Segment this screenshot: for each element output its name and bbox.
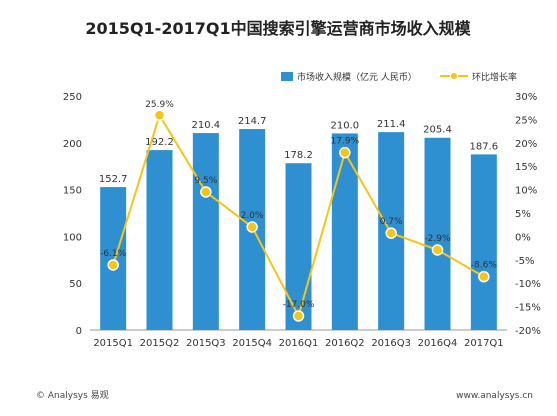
growth-rate-point [107, 259, 119, 271]
right-tick-label: -10% [515, 279, 541, 290]
revenue-bar-label: 211.4 [377, 119, 406, 130]
right-tick-label: -20% [515, 326, 541, 337]
right-tick-label: -15% [515, 303, 541, 314]
growth-rate-label: 0.7% [380, 217, 403, 227]
left-tick-label: 0 [76, 326, 82, 337]
right-tick-label: -5% [515, 256, 534, 267]
left-tick-label: 100 [63, 232, 82, 243]
growth-rate-point [246, 221, 258, 233]
revenue-bar [285, 163, 312, 330]
growth-rate-label: -8.6% [471, 261, 498, 271]
growth-rate-label: -17.0% [283, 300, 315, 310]
left-tick-label: 50 [69, 279, 82, 290]
footer-source: © Analysys 易观 [36, 390, 109, 401]
right-tick-label: 15% [515, 162, 537, 173]
x-tick-label: 2017Q1 [464, 338, 504, 349]
x-tick-label: 2015Q4 [232, 338, 272, 349]
revenue-bar [331, 133, 358, 330]
growth-rate-label: -6.1% [100, 249, 127, 259]
right-tick-label: 20% [515, 139, 537, 150]
revenue-bar-label: 178.2 [284, 150, 313, 161]
right-tick-label: 30% [515, 92, 537, 103]
x-tick-label: 2016Q1 [279, 338, 319, 349]
revenue-bar-label: 192.2 [145, 137, 174, 148]
x-tick-label: 2016Q3 [371, 338, 411, 349]
growth-rate-label: 17.9% [331, 137, 360, 147]
left-tick-label: 250 [63, 92, 82, 103]
growth-rate-point [385, 227, 397, 239]
x-tick-label: 2016Q2 [325, 338, 365, 349]
growth-rate-label: -2.9% [424, 234, 451, 244]
revenue-bar [424, 137, 451, 330]
revenue-bar-label: 205.4 [423, 125, 452, 136]
growth-rate-point [292, 310, 305, 322]
right-tick-label: 25% [515, 115, 537, 126]
growth-rate-label: 9.5% [194, 176, 217, 186]
legend-bar-label: 市场收入规模（亿元 人民币） [297, 71, 417, 83]
right-tick-label: 5% [515, 209, 531, 220]
right-tick-label: 10% [515, 186, 537, 197]
growth-rate-label: 25.9% [145, 100, 174, 110]
x-tick-label: 2015Q1 [93, 338, 133, 349]
growth-rate-point [431, 244, 444, 256]
right-tick-label: 0% [515, 232, 531, 243]
x-tick-label: 2015Q3 [186, 338, 226, 349]
revenue-bar-label: 187.6 [470, 141, 499, 152]
left-tick-label: 150 [63, 186, 82, 197]
revenue-bar [100, 187, 127, 330]
revenue-bar [192, 133, 219, 330]
revenue-bar-label: 152.7 [99, 174, 128, 185]
legend-line-label: 环比增长率 [472, 71, 517, 83]
growth-rate-point [153, 109, 166, 121]
left-tick-label: 200 [63, 139, 82, 150]
legend-line-marker [450, 72, 458, 80]
chart-title: 2015Q1-2017Q1中国搜索引擎运营商市场收入规模 [85, 19, 471, 38]
growth-rate-label: 2.0% [241, 211, 264, 221]
x-tick-label: 2016Q4 [418, 338, 458, 349]
revenue-bar-label: 210.0 [331, 120, 360, 131]
legend-bar-swatch [281, 72, 293, 81]
revenue-bar-label: 210.4 [192, 120, 221, 131]
footer-url: www.analysys.cn [456, 391, 533, 401]
revenue-bar [146, 150, 173, 330]
x-tick-label: 2015Q2 [140, 338, 180, 349]
growth-rate-point [200, 186, 212, 198]
revenue-bar-label: 214.7 [238, 116, 267, 127]
growth-rate-point [478, 270, 490, 283]
revenue-bar [470, 154, 497, 330]
growth-rate-point [339, 146, 351, 159]
